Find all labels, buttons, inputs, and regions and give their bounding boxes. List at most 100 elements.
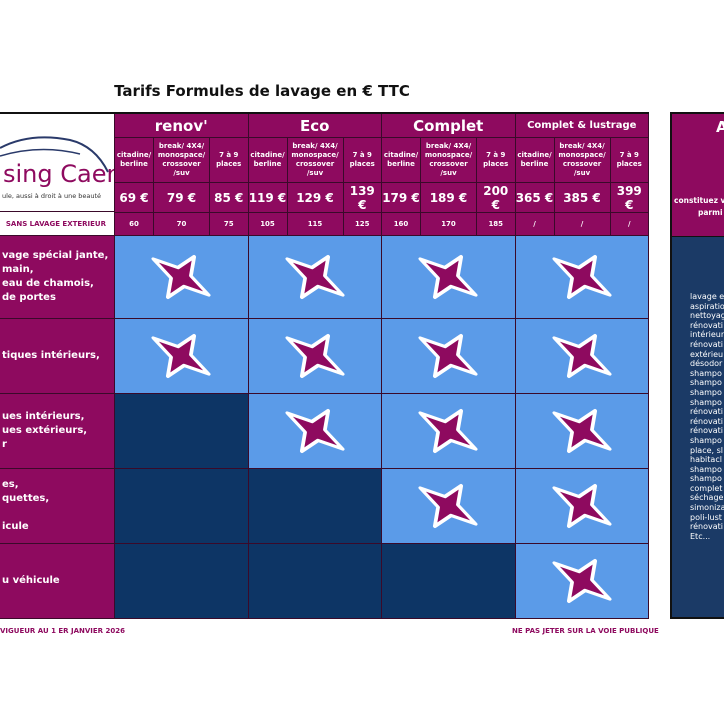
price-no-exterior: 115 [287,213,344,236]
price-no-exterior: 125 [343,213,382,236]
page-title: Tarifs Formules de lavage en € TTC [114,82,410,100]
star-check-icon [552,558,612,604]
price-no-exterior: 60 [115,213,154,236]
vehicle-type: citadine/berline [115,138,154,183]
star-check-icon [552,408,612,454]
service-item: rénovati [690,522,723,532]
price-no-exterior: 160 [382,213,421,236]
vehicle-type: citadine/berline [382,138,421,183]
price: 399 € [610,183,649,213]
not-included-cell [382,544,516,619]
price: 85 € [210,183,249,213]
included-cell [115,236,249,319]
not-included-cell [248,544,382,619]
star-check-icon [552,483,612,529]
included-cell [515,319,649,394]
vehicle-type: 7 à 9 places [210,138,249,183]
included-cell [515,236,649,319]
price-no-exterior: / [610,213,649,236]
star-check-icon [418,483,478,529]
footer-disclaimer: NE PAS JETER SUR LA VOIE PUBLIQUE [512,627,659,635]
star-check-icon [418,333,478,379]
price-no-exterior: 70 [154,213,210,236]
included-cell [248,319,382,394]
not-included-cell [115,394,249,469]
price: 139 € [343,183,382,213]
vehicle-type: break/ 4X4/monospace/crossover /suv [154,138,210,183]
service-label: u véhicule [0,544,115,619]
service-item: rénovati [690,407,723,417]
star-check-icon [285,333,345,379]
star-check-icon [418,408,478,454]
svg-text:sing Caen: sing Caen [3,160,114,188]
included-cell [382,469,516,544]
service-label: vage spécial jante, main, eau de chamois, d… [0,236,115,319]
service-item: shampo [690,464,722,474]
star-check-icon [552,333,612,379]
price-no-exterior: 105 [248,213,288,236]
vehicle-type: citadine/berline [515,138,555,183]
included-cell [382,319,516,394]
price-no-exterior: 75 [210,213,249,236]
logo: sing Caen ule, aussi à droit à une beauté [0,114,115,212]
included-cell [382,394,516,469]
service-item: rénovati [690,426,723,436]
price: 385 € [554,183,611,213]
vehicle-type: 7 à 9 places [610,138,649,183]
price: 69 € [115,183,154,213]
service-item: poli-lust [690,512,722,522]
footer-validity: VIGUEUR AU 1 ER JANVIER 2026 [0,627,125,635]
svg-text:ule, aussi à droit à une beaut: ule, aussi à droit à une beauté [2,192,101,200]
not-included-cell [115,469,249,544]
service-item: shampo [690,387,722,397]
included-cell [115,319,249,394]
star-check-icon [151,254,211,300]
vehicle-type: break/ 4X4/monospace/crossover /suv [554,138,611,183]
not-included-cell [115,544,249,619]
vehicle-type: break/ 4X4/monospace/crossover /suv [287,138,344,183]
service-label: tiques intérieurs, [0,319,115,394]
price: 200 € [477,183,516,213]
service-item: désodor [690,359,723,369]
star-check-icon [285,254,345,300]
right-panel-list: lavage e aspiratio nettoyag rénovati intérie… [672,237,724,541]
service-item: place, sl [690,445,723,455]
service-item: lavage e [690,292,724,301]
service-item: simoniza [690,503,724,513]
price: 189 € [421,183,477,213]
star-check-icon [418,254,478,300]
service-item: séchage [690,493,724,503]
car-logo-icon: sing Caen ule, aussi à droit à une beauté [0,135,114,200]
included-cell [515,469,649,544]
star-check-icon [552,254,612,300]
service-item: habitacl [690,455,722,465]
price: 365 € [515,183,555,213]
vehicle-type: 7 à 9 places [343,138,382,183]
price: 179 € [382,183,421,213]
service-item: Etc... [690,531,711,541]
price-no-exterior: 170 [421,213,477,236]
included-cell [515,544,649,619]
service-item: aspiratio [690,301,724,311]
star-check-icon [151,333,211,379]
service-label: ues intérieurs, ues extérieurs, r [0,394,115,469]
service-item: shampo [690,474,722,484]
service-item: rénovati [690,339,723,349]
right-panel: A constituez v parmi lavage easpiratione… [670,112,724,619]
service-item: complet [690,483,723,493]
included-cell [248,394,382,469]
service-label: es, quettes, icule [0,469,115,544]
not-included-cell [248,469,382,544]
vehicle-type: 7 à 9 places [477,138,516,183]
service-item: extérieu [690,349,724,359]
service-item: shampo [690,368,722,378]
price-no-exterior: 185 [477,213,516,236]
included-cell [515,394,649,469]
price: 79 € [154,183,210,213]
service-item: rénovati [690,320,723,330]
service-item: shampo [690,397,722,407]
service-item: shampo [690,435,722,445]
formula-header: Complet [382,114,516,138]
price: 119 € [248,183,288,213]
formula-header: renov' [115,114,249,138]
